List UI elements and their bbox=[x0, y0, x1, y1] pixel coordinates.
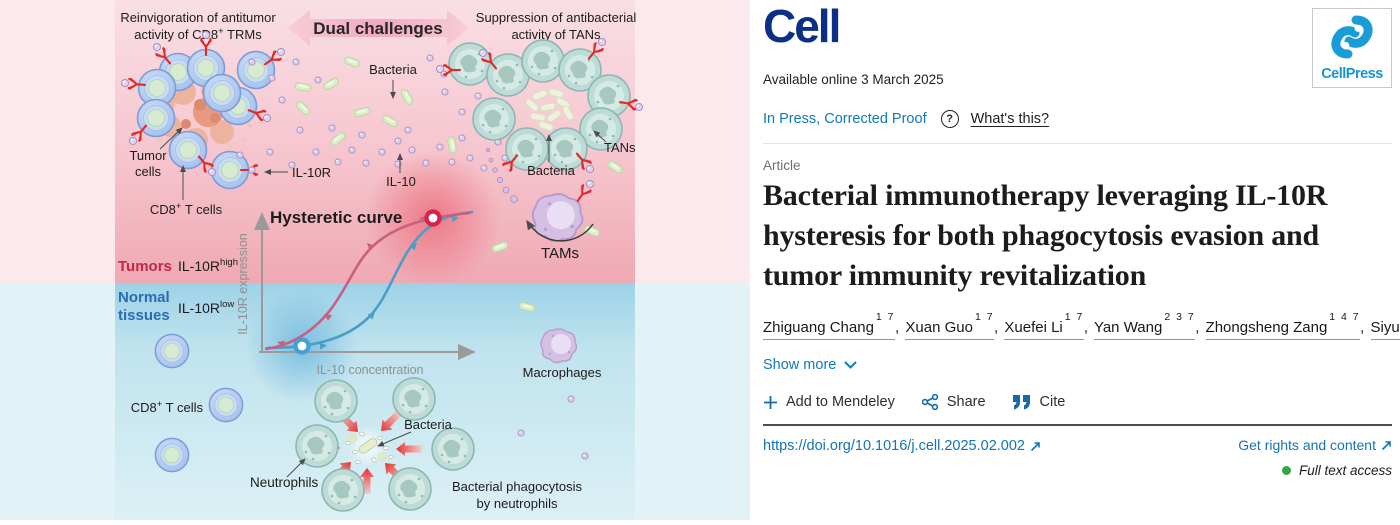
show-more-button[interactable]: Show more bbox=[763, 357, 873, 373]
section-divider bbox=[763, 424, 1392, 426]
add-to-mendeley-label: Add to Mendeley bbox=[786, 394, 895, 410]
cite-label: Cite bbox=[1040, 394, 1066, 410]
suppression-caption-line1: Suppression of antibacterial bbox=[476, 10, 637, 25]
tumor-cells-label-line1: Tumor bbox=[129, 148, 167, 163]
author-link[interactable]: Xuefei Li1 7, bbox=[1004, 319, 1094, 336]
article-title: Bacterial immunotherapy leveraging IL-10… bbox=[763, 176, 1387, 296]
bacteria-bottom-label: Bacteria bbox=[404, 417, 452, 432]
phagocytosis-caption-line1: Bacterial phagocytosis bbox=[452, 479, 583, 494]
cite-button[interactable]: Cite bbox=[1013, 394, 1066, 410]
share-button[interactable]: Share bbox=[922, 394, 986, 410]
open-access-dot-icon bbox=[1282, 466, 1291, 475]
plus-icon bbox=[763, 395, 778, 410]
author-link[interactable]: Zhongsheng Zang1 4 7, bbox=[1206, 319, 1371, 336]
cd8-tcells-label-top: CD8+ T cells bbox=[150, 201, 223, 217]
dual-challenges-label: Dual challenges bbox=[313, 19, 442, 38]
whats-this-link[interactable]: What's this? bbox=[971, 111, 1050, 127]
access-status: Full text access bbox=[763, 463, 1400, 478]
normal-tissues-label-line1: Normal bbox=[118, 289, 170, 306]
tumor-cells-label-line2: cells bbox=[135, 164, 162, 179]
suppression-caption-line2: activity of TANs bbox=[511, 27, 601, 42]
tumors-region-label: Tumors bbox=[118, 258, 172, 275]
cellpress-swirl-icon bbox=[1331, 15, 1373, 64]
cellpress-name: CellPress bbox=[1321, 66, 1383, 82]
reinvigoration-caption-line2: activity of CD8+ TRMs bbox=[134, 26, 262, 42]
share-label: Share bbox=[947, 394, 986, 410]
low-state-marker bbox=[296, 340, 309, 353]
add-to-mendeley-button[interactable]: Add to Mendeley bbox=[763, 394, 895, 410]
graphical-abstract-panel: Dual challenges Reinvigoration of antitu… bbox=[0, 0, 750, 520]
doi-text: https://doi.org/10.1016/j.cell.2025.02.0… bbox=[763, 438, 1025, 454]
access-label: Full text access bbox=[1299, 463, 1392, 478]
tans-label: TANs bbox=[604, 140, 636, 155]
chart-title: Hysteretic curve bbox=[270, 208, 402, 227]
rights-and-content-link[interactable]: Get rights and content bbox=[1238, 437, 1392, 453]
action-bar: Add to Mendeley Share Cite bbox=[763, 394, 1400, 410]
show-more-label: Show more bbox=[763, 357, 836, 373]
author-link[interactable]: Yan Wang2 3 7, bbox=[1094, 319, 1206, 336]
external-link-icon bbox=[1381, 440, 1392, 451]
author-link[interactable]: Xuan Guo1 7, bbox=[905, 319, 1004, 336]
rights-text: Get rights and content bbox=[1238, 437, 1376, 453]
tan-cell bbox=[449, 43, 491, 85]
chart-ylabel: IL-10R expression bbox=[236, 233, 250, 334]
article-info-panel: Cell CellPress Available online 3 March … bbox=[750, 0, 1400, 520]
chart-xlabel: IL-10 concentration bbox=[316, 363, 423, 377]
graphical-abstract: Dual challenges Reinvigoration of antitu… bbox=[0, 0, 750, 520]
author-link[interactable]: Zhiguang Chang1 7, bbox=[763, 319, 905, 336]
author-link[interactable]: Siyu Pei2, bbox=[1371, 319, 1400, 336]
bacteria-top-label: Bacteria bbox=[369, 62, 417, 77]
macrophages-label: Macrophages bbox=[523, 365, 602, 380]
help-icon[interactable]: ? bbox=[941, 110, 959, 128]
cell-journal-logo[interactable]: Cell bbox=[763, 0, 1400, 52]
il10r-label: IL-10R bbox=[292, 165, 331, 180]
neutrophils-label: Neutrophils bbox=[250, 475, 319, 490]
cite-icon bbox=[1013, 395, 1032, 410]
header-divider bbox=[763, 143, 1392, 144]
cellpress-logo[interactable]: CellPress bbox=[1312, 8, 1392, 88]
external-link-icon bbox=[1030, 441, 1041, 452]
il10-label: IL-10 bbox=[386, 174, 416, 189]
tams-label: TAMs bbox=[541, 245, 579, 262]
available-online-date: Available online 3 March 2025 bbox=[763, 72, 1400, 87]
share-icon bbox=[922, 394, 939, 410]
reinvigoration-caption-line1: Reinvigoration of antitumor bbox=[120, 10, 276, 25]
chevron-down-icon bbox=[844, 361, 857, 369]
bacteria-tan-label: Bacteria bbox=[527, 163, 575, 178]
article-type-label: Article bbox=[763, 158, 1400, 173]
doi-link[interactable]: https://doi.org/10.1016/j.cell.2025.02.0… bbox=[763, 438, 1041, 454]
normal-tissues-label-line2: tissues bbox=[118, 307, 170, 324]
in-press-status-link[interactable]: In Press, Corrected Proof bbox=[763, 111, 927, 127]
cd8-tcells-label-bottom: CD8+ T cells bbox=[131, 399, 204, 415]
phagocytosis-caption-line2: by neutrophils bbox=[477, 496, 558, 511]
author-list: Zhiguang Chang1 7, Xuan Guo1 7, Xuefei L… bbox=[763, 309, 1395, 342]
high-state-marker bbox=[427, 212, 440, 225]
